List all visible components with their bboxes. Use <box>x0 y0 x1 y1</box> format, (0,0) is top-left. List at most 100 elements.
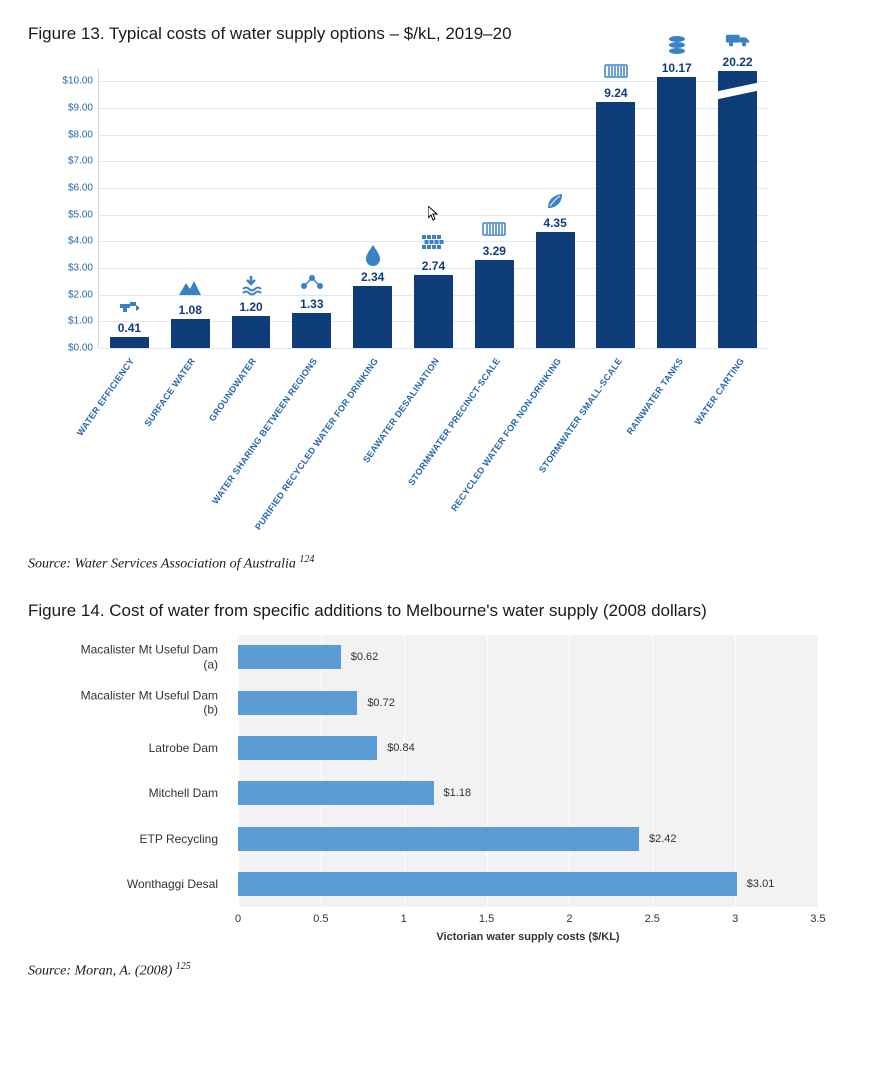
chart-13-bar-col: 1.20 <box>221 68 282 348</box>
chart-14-value: $3.01 <box>747 878 775 890</box>
figure-14-source: Source: Moran, A. (2008) 125 <box>28 961 841 980</box>
chart-13: $0.00$1.00$2.00$3.00$4.00$5.00$6.00$7.00… <box>38 58 798 548</box>
chart-14-bar <box>238 827 639 851</box>
chart-14-ylabel: Macalister Mt Useful Dam (b) <box>68 688 228 717</box>
drain-icon <box>603 60 629 82</box>
chart-14-value: $0.84 <box>387 742 415 754</box>
chart-13-ytick: $3.00 <box>68 263 99 274</box>
chart-13-xlabels: WATER EFFICIENCYSURFACE WATERGROUNDWATER… <box>98 350 768 540</box>
nodes-icon <box>299 271 325 293</box>
chart-13-xlabel: WATER CARTING <box>707 350 768 540</box>
chart-13-value: 1.20 <box>239 300 262 314</box>
chart-14-xtick: 3.5 <box>810 913 825 925</box>
chart-14-xtick: 2 <box>566 913 572 925</box>
chart-14-plot: $0.62 $0.72 $0.84 $1.18 $2.42 $3.01 <box>238 635 818 907</box>
chart-14-gridline <box>487 635 488 907</box>
chart-14-ylabel: Wonthaggi Desal <box>68 877 228 891</box>
chart-14: $0.62 $0.72 $0.84 $1.18 $2.42 $3.01 Macaliste… <box>68 635 848 955</box>
chart-13-bar-col: 1.33 <box>281 68 342 348</box>
chart-13-gridline <box>99 348 768 349</box>
chart-13-ytick: $5.00 <box>68 209 99 220</box>
chart-13-bar-col: 4.35 <box>525 68 586 348</box>
source-text: Source: Moran, A. (2008) <box>28 963 176 978</box>
chart-14-xtick: 0 <box>235 913 241 925</box>
chart-14-gridline <box>818 635 819 907</box>
chart-13-bar-col: 20.22 <box>707 68 768 348</box>
chart-14-bar <box>238 691 357 715</box>
source-text: Source: Water Services Association of Au… <box>28 557 299 572</box>
chart-14-row: $1.18 <box>238 781 818 805</box>
chart-14-bar <box>238 781 434 805</box>
figure-14: Figure 14. Cost of water from specific a… <box>28 601 841 980</box>
figure-13: Figure 13. Typical costs of water supply… <box>28 24 841 573</box>
chart-13-ytick: $9.00 <box>68 103 99 114</box>
chart-13-value: 20.22 <box>723 55 753 69</box>
chart-13-bar: 1.20 <box>232 316 271 348</box>
drain-icon <box>481 218 507 240</box>
chart-14-value: $0.72 <box>367 697 395 709</box>
chart-14-ylabel: ETP Recycling <box>68 831 228 845</box>
chart-13-bar: 1.08 <box>171 319 210 348</box>
chart-13-ytick: $10.00 <box>62 76 99 87</box>
tank-icon <box>664 35 690 57</box>
source-ref: 124 <box>299 554 314 565</box>
chart-13-bar: 10.17 <box>657 77 696 348</box>
checker-icon <box>420 233 446 255</box>
chart-13-ytick: $2.00 <box>68 289 99 300</box>
chart-14-bar <box>238 872 737 896</box>
chart-13-bar: 9.24 <box>596 102 635 348</box>
chart-13-bar-col: 3.29 <box>464 68 525 348</box>
chart-14-xtitle: Victorian water supply costs ($/KL) <box>238 931 818 943</box>
chart-13-bar-col: 0.41 <box>99 68 160 348</box>
chart-14-row: $0.72 <box>238 691 818 715</box>
chart-14-xtick: 1 <box>401 913 407 925</box>
drop-icon <box>360 244 386 266</box>
chart-13-bar: 2.34 <box>353 286 392 348</box>
chart-13-bar: 20.22 <box>718 71 757 348</box>
leaf-icon <box>542 190 568 212</box>
chart-14-row: $0.62 <box>238 645 818 669</box>
cursor-icon <box>428 206 440 225</box>
chart-13-value: 1.08 <box>179 303 202 317</box>
chart-13-bar-col: 1.08 <box>160 68 221 348</box>
tap-icon <box>116 295 142 317</box>
chart-14-bar <box>238 736 377 760</box>
chart-13-bar-col: 9.24 <box>586 68 647 348</box>
source-ref: 125 <box>176 961 191 972</box>
chart-14-row: $3.01 <box>238 872 818 896</box>
chart-13-value: 9.24 <box>604 86 627 100</box>
chart-13-value: 1.33 <box>300 297 323 311</box>
chart-13-value: 2.74 <box>422 259 445 273</box>
chart-13-xlabel: SURFACE WATER <box>159 350 220 540</box>
chart-13-ytick: $7.00 <box>68 156 99 167</box>
broken-axis-mark <box>714 82 761 100</box>
figure-13-source: Source: Water Services Association of Au… <box>28 554 841 573</box>
chart-13-xlabel: RAINWATER TANKS <box>646 350 707 540</box>
chart-13-value: 3.29 <box>483 244 506 258</box>
chart-14-bar <box>238 645 341 669</box>
chart-14-xaxis: Victorian water supply costs ($/KL) 0 0.5… <box>238 907 818 947</box>
chart-14-value: $1.18 <box>444 787 472 799</box>
chart-13-bar-col: 10.17 <box>646 68 707 348</box>
chart-14-xtick: 1.5 <box>479 913 494 925</box>
chart-13-xlabel: WATER EFFICIENCY <box>98 350 159 540</box>
chart-13-bar: 3.29 <box>475 260 514 348</box>
chart-13-xlabel: STORMWATER SMALL-SCALE <box>585 350 646 540</box>
chart-13-value: 4.35 <box>543 216 566 230</box>
chart-14-xtick: 2.5 <box>645 913 660 925</box>
chart-14-row: $0.84 <box>238 736 818 760</box>
chart-13-value: 2.34 <box>361 270 384 284</box>
figure-13-title: Figure 13. Typical costs of water supply… <box>28 24 841 44</box>
chart-13-bar: 2.74 <box>414 275 453 348</box>
chart-14-value: $2.42 <box>649 833 677 845</box>
chart-13-value: 0.41 <box>118 321 141 335</box>
chart-13-value: 10.17 <box>662 61 692 75</box>
chart-13-ytick: $6.00 <box>68 183 99 194</box>
chart-14-ylabel: Mitchell Dam <box>68 786 228 800</box>
chart-14-ylabel: Macalister Mt Useful Dam (a) <box>68 643 228 672</box>
chart-14-gridline <box>404 635 405 907</box>
chart-14-xtick: 3 <box>732 913 738 925</box>
chart-14-value: $0.62 <box>351 651 379 663</box>
chart-14-xtick: 0.5 <box>313 913 328 925</box>
chart-13-bar-col: 2.34 <box>342 68 403 348</box>
